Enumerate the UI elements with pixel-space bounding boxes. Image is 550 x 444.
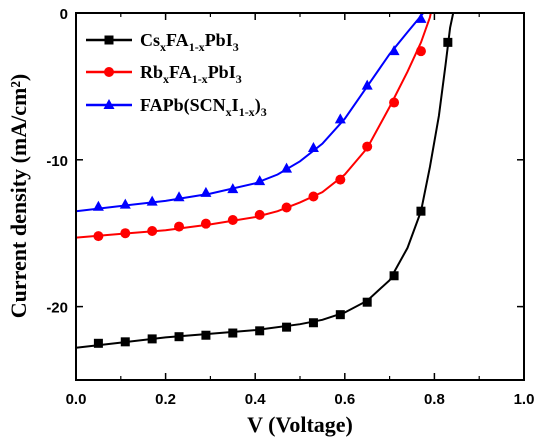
data-point [334, 113, 346, 124]
legend-label-part: FA [169, 62, 192, 82]
data-point [227, 183, 239, 194]
data-point [227, 214, 238, 225]
legend-label: FAPb(SCNxI1-x)3 [140, 95, 267, 119]
data-point [200, 218, 211, 229]
x-tick-label: 1.0 [514, 391, 535, 408]
x-tick-label: 0.8 [424, 391, 445, 408]
data-point [388, 45, 400, 56]
data-point [201, 330, 211, 340]
data-point [389, 271, 399, 281]
data-point [308, 318, 318, 328]
ticks-layer [75, 12, 525, 380]
data-point [254, 175, 266, 186]
legend-label-part: ) [255, 95, 261, 116]
data-point [281, 162, 293, 173]
legend-label-part: 3 [233, 40, 239, 54]
legend-entry: CsxFA1-xPbI3 [86, 30, 239, 54]
series-layer [76, 13, 455, 349]
series-line [76, 13, 432, 239]
data-point [93, 231, 104, 242]
x-tick-label: 0.0 [66, 391, 87, 408]
data-point [119, 198, 131, 209]
data-point [92, 200, 104, 211]
data-point [308, 191, 319, 202]
data-point [415, 46, 426, 57]
y-tick-label: -10 [46, 153, 68, 170]
data-point [200, 186, 212, 197]
legend-label-part: 1-x [239, 105, 255, 119]
series-line [76, 13, 424, 213]
x-tick-label: 0.6 [334, 391, 355, 408]
data-point [443, 37, 453, 47]
data-point [361, 79, 373, 90]
legend-label-part: x [163, 72, 169, 86]
x-tick-label: 0.4 [245, 391, 267, 408]
data-point [146, 195, 158, 206]
legend-label-part: x [226, 105, 232, 119]
legend-label-part: PbI [208, 62, 236, 82]
legend-label-part: 1-x [189, 40, 205, 54]
y-tick-label: 0 [60, 6, 68, 23]
legend-entry: RbxFA1-xPbI3 [86, 62, 242, 86]
data-point [307, 142, 319, 153]
legend-label: CsxFA1-xPbI3 [140, 30, 239, 54]
legend-entry: FAPb(SCNxI1-x)3 [86, 95, 267, 119]
series-triangle [76, 13, 427, 213]
y-axis-title: Current density (mA/cm²) [6, 74, 31, 318]
data-point [120, 337, 130, 347]
legend-marker [103, 99, 115, 109]
x-tick-label: 0.2 [155, 391, 176, 408]
legend-marker [104, 67, 114, 77]
data-point [173, 191, 185, 202]
data-point [93, 338, 103, 348]
data-point [228, 328, 238, 338]
tick-labels: 0.0 0.2 0.4 0.6 0.8 1.0 0 -10 -20 [46, 6, 534, 408]
data-point [389, 97, 400, 108]
legend-label-part: FA [166, 30, 189, 50]
x-axis-title: V (Voltage) [247, 412, 353, 437]
data-point [254, 209, 265, 220]
legend-marker [104, 35, 114, 45]
series-square [76, 13, 455, 349]
data-point [174, 221, 185, 232]
legend-label-part: Rb [140, 62, 163, 82]
data-point [335, 310, 345, 320]
data-point [281, 202, 292, 213]
data-point [362, 141, 373, 152]
legend-label-part: 3 [261, 105, 267, 119]
data-point [174, 332, 184, 342]
series-circle [76, 13, 432, 242]
data-point [416, 206, 426, 216]
y-tick-label: -20 [46, 300, 68, 317]
legend-label-part: Cs [140, 30, 160, 50]
legend-label-part: I [232, 95, 239, 115]
legend-label-part: 1-x [192, 72, 208, 86]
legend-label-part: FAPb(SCN [140, 95, 226, 116]
legend-label: RbxFA1-xPbI3 [140, 62, 242, 86]
data-point [147, 225, 158, 236]
data-point [282, 322, 292, 332]
legend-label-part: x [160, 40, 166, 54]
data-point [362, 297, 372, 307]
data-point [255, 326, 265, 336]
legend-label-part: 3 [236, 72, 242, 86]
data-point [335, 174, 346, 185]
data-point [120, 228, 131, 239]
data-point [415, 13, 427, 23]
legend-label-part: PbI [205, 30, 233, 50]
data-point [147, 334, 157, 344]
